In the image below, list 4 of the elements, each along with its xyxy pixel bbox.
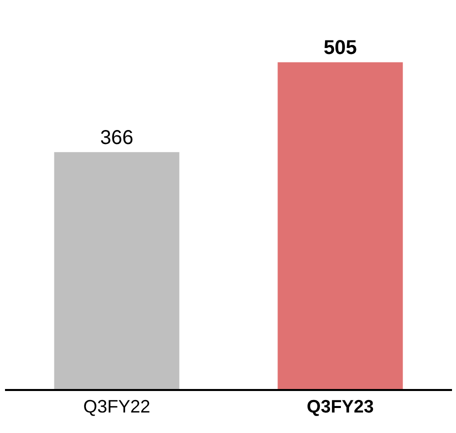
x-tick-label: Q3FY23 [306, 396, 374, 416]
data-label: 505 [324, 37, 357, 60]
data-label: 366 [100, 127, 134, 150]
x-tick-label: Q3FY22 [83, 396, 150, 416]
